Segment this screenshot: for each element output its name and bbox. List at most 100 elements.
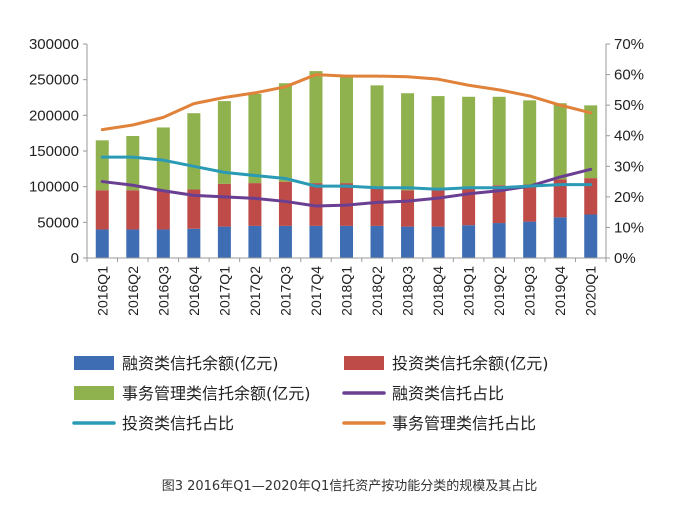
x-axis-category-label: 2018Q4 xyxy=(430,266,446,316)
bar-series2-2016Q3 xyxy=(156,190,170,230)
bar-series3-2019Q2 xyxy=(492,96,506,186)
line-series3 xyxy=(100,73,593,132)
bar-series2-2019Q2 xyxy=(492,185,506,224)
legend-label-2: 投资类信托余额(亿元) xyxy=(392,354,549,373)
bar-series1-2018Q2 xyxy=(370,225,384,258)
figure-caption: 图3 2016年Q1—2020年Q1信托资产按功能分类的规模及其占比 xyxy=(162,478,538,494)
bar-series1-2017Q4 xyxy=(309,225,323,258)
legend-label-6: 事务管理类信托占比 xyxy=(392,414,536,433)
bar-series1-2016Q2 xyxy=(126,229,140,258)
left-axis-tick-label: 250000 xyxy=(29,72,79,89)
left-axis-tick-label: 50000 xyxy=(37,214,79,231)
x-axis-category-label: 2016Q3 xyxy=(155,266,171,316)
right-axis-tick-label: 30% xyxy=(614,158,644,175)
right-axis: 0% 10% 20% 30% 40% 50% 60% 70% xyxy=(605,36,644,267)
bar-series2-2017Q1 xyxy=(217,183,231,227)
right-axis-tick-label: 60% xyxy=(614,67,644,84)
bar-series3-2019Q3 xyxy=(523,100,537,185)
x-axis-category-label: 2017Q4 xyxy=(308,266,324,316)
x-axis-category-label: 2018Q2 xyxy=(369,266,385,316)
legend-label-5: 投资类信托占比 xyxy=(122,414,234,433)
plot-area xyxy=(95,71,598,258)
line-series1 xyxy=(100,167,593,208)
bar-series3-2016Q4 xyxy=(187,113,201,190)
bar-series2-2019Q1 xyxy=(462,188,476,226)
bar-series1-2017Q3 xyxy=(278,225,292,258)
x-axis-category-label: 2017Q2 xyxy=(247,266,263,316)
x-axis-category-label: 2016Q2 xyxy=(125,266,141,316)
x-axis-category-label: 2019Q4 xyxy=(552,266,568,316)
bar-series1-2018Q4 xyxy=(431,226,445,258)
bar-series1-2019Q4 xyxy=(553,217,567,258)
bar-series3-2017Q1 xyxy=(217,101,231,184)
left-axis-tick-label: 200000 xyxy=(29,107,79,124)
x-axis-category-label: 2020Q1 xyxy=(583,266,599,316)
bar-series1-2020Q1 xyxy=(584,214,598,258)
bar-series3-2017Q4 xyxy=(309,71,323,184)
legend-label-1: 融资类信托余额(亿元) xyxy=(122,354,279,373)
right-axis-tick-label: 40% xyxy=(614,128,644,145)
left-axis-tick-label: 150000 xyxy=(29,143,79,160)
x-axis: 2016Q1 2016Q2 2016Q3 2016Q4 2017Q1 2017Q2 2017… xyxy=(86,257,607,316)
legend-swatch-2 xyxy=(344,356,384,370)
left-axis-tick-label: 0 xyxy=(71,250,79,267)
bar-series2-2017Q4 xyxy=(309,183,323,226)
bar-series3-2017Q3 xyxy=(278,83,292,182)
legend-swatch-3 xyxy=(74,386,114,400)
left-axis-tick-label: 100000 xyxy=(29,179,79,196)
x-axis-category-label: 2019Q1 xyxy=(461,266,477,316)
x-axis-category-label: 2019Q2 xyxy=(491,266,507,316)
bar-series2-2019Q3 xyxy=(523,184,537,222)
bar-series3-2018Q4 xyxy=(431,96,445,190)
x-axis-category-label: 2019Q3 xyxy=(522,266,538,316)
x-axis-category-label: 2017Q1 xyxy=(216,266,232,316)
right-axis-tick-label: 10% xyxy=(614,219,644,236)
bar-series3-2019Q1 xyxy=(462,96,476,189)
legend-swatch-1 xyxy=(74,356,114,370)
right-axis-tick-label: 50% xyxy=(614,97,644,114)
bar-series2-2019Q4 xyxy=(553,179,567,218)
bar-series2-2017Q2 xyxy=(248,183,262,226)
x-axis-category-label: 2018Q3 xyxy=(400,266,416,316)
x-axis-category-label: 2017Q3 xyxy=(277,266,293,316)
bar-series1-2019Q3 xyxy=(523,221,537,258)
legend-label-3: 事务管理类信托余额(亿元) xyxy=(122,384,311,403)
bar-series1-2016Q1 xyxy=(95,229,109,258)
bar-series1-2016Q3 xyxy=(156,229,170,258)
bar-series3-2016Q1 xyxy=(95,140,109,191)
bar-series2-2016Q1 xyxy=(95,190,109,230)
bar-series1-2019Q1 xyxy=(462,225,476,258)
bar-series3-2018Q3 xyxy=(401,93,415,191)
left-axis: 0 50000 100000 150000 200000 250000 300000 xyxy=(29,36,88,267)
right-axis-tick-label: 20% xyxy=(614,189,644,206)
bar-series2-2018Q3 xyxy=(401,190,415,227)
bar-series3-2019Q4 xyxy=(553,103,567,180)
bar-series2-2016Q2 xyxy=(126,190,140,230)
bar-series3-2018Q1 xyxy=(340,76,353,184)
bar-series3-2017Q2 xyxy=(248,93,262,184)
legend-label-4: 融资类信托占比 xyxy=(392,384,504,403)
bar-series1-2018Q1 xyxy=(340,225,353,258)
line-series2 xyxy=(100,155,593,191)
bar-series3-2016Q2 xyxy=(126,136,140,191)
right-axis-tick-label: 70% xyxy=(614,36,644,53)
bar-series2-2020Q1 xyxy=(584,178,598,215)
bar-series1-2018Q3 xyxy=(401,226,415,258)
bar-series1-2017Q2 xyxy=(248,225,262,258)
bar-series2-2016Q4 xyxy=(187,189,201,229)
bar-series2-2018Q2 xyxy=(370,188,384,226)
bar-series2-2018Q4 xyxy=(431,189,445,227)
legend: 融资类信托余额(亿元) 投资类信托余额(亿元) 事务管理类信托余额(亿元) 融资类信托… xyxy=(72,354,549,433)
bar-series1-2016Q4 xyxy=(187,228,201,258)
bar-series2-2017Q3 xyxy=(278,181,292,226)
x-axis-category-label: 2018Q1 xyxy=(339,266,355,316)
x-axis-category-label: 2016Q4 xyxy=(186,266,202,316)
left-axis-tick-label: 300000 xyxy=(29,36,79,53)
bar-series3-2020Q1 xyxy=(584,105,598,179)
bar-series1-2019Q2 xyxy=(492,223,506,258)
x-axis-category-label: 2016Q1 xyxy=(94,266,110,316)
bar-series1-2017Q1 xyxy=(217,226,231,258)
right-axis-tick-label: 0% xyxy=(614,250,636,267)
bar-series3-2018Q2 xyxy=(370,85,384,189)
